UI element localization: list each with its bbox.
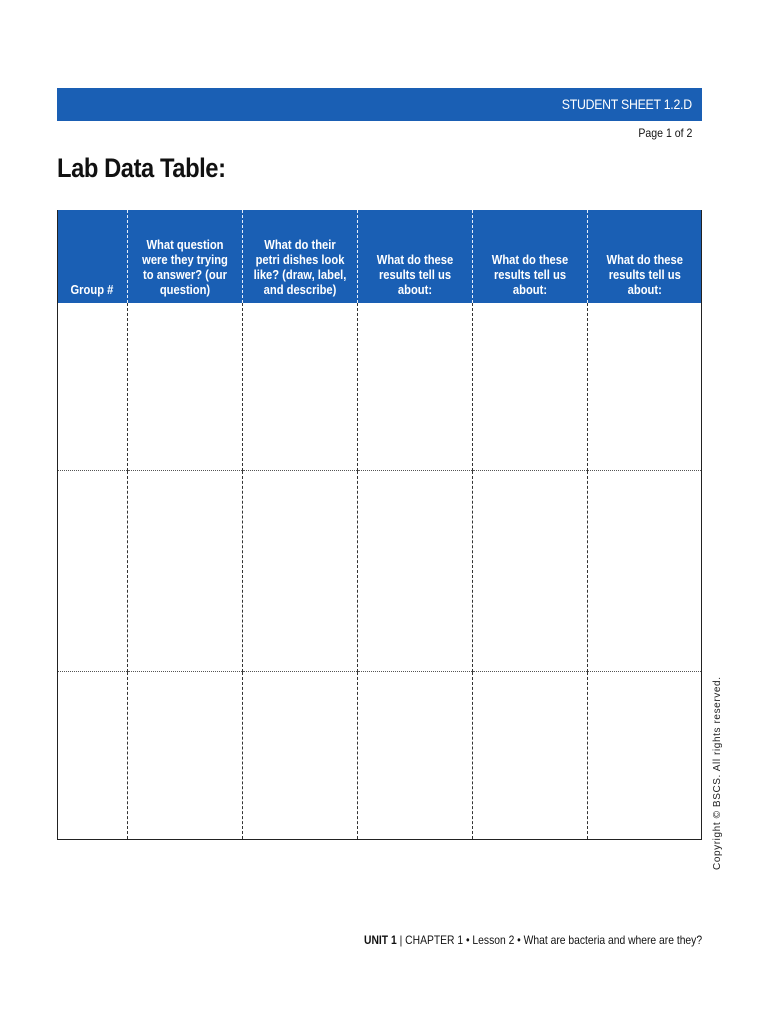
column-header-results-2: What do these results tell us about: [472,210,588,303]
table-cell[interactable] [58,303,128,471]
footer-chapter-lesson: CHAPTER 1 • Lesson 2 • What are bacteria… [405,933,702,947]
footer-unit: UNIT 1 [363,933,397,947]
table-row [58,470,701,672]
column-header-petri-dishes: What do their petri dishes look like? (d… [242,210,358,303]
header-banner: STUDENT SHEET 1.2.D [57,88,702,121]
table-cell[interactable] [58,671,128,839]
table-header-row: Group # What question were they trying t… [58,210,701,303]
table-cell[interactable] [242,470,358,672]
table-cell[interactable] [357,303,473,471]
table-cell[interactable] [587,672,701,840]
table-cell[interactable] [127,303,243,471]
table-cell[interactable] [127,671,243,839]
column-header-results-3: What do these results tell us about: [587,210,701,303]
table-cell[interactable] [242,671,358,839]
page-number: Page 1 of 2 [637,126,692,140]
table-cell[interactable] [242,303,358,471]
table-cell[interactable] [357,671,473,839]
copyright-notice: Copyright © BSCS. All rights reserved. [712,676,723,870]
table-cell[interactable] [357,470,473,672]
table-cell[interactable] [472,671,588,839]
lab-data-table: Group # What question were they trying t… [57,210,702,840]
footer-lesson-info: UNIT 1 | CHAPTER 1 • Lesson 2 • What are… [364,933,702,947]
footer-separator: | [399,933,403,947]
table-cell[interactable] [58,470,128,672]
table-cell[interactable] [587,470,701,672]
table-cell[interactable] [472,470,588,672]
table-row [58,671,701,840]
table-row [58,303,701,471]
column-header-group: Group # [58,210,128,303]
table-cell[interactable] [472,303,588,471]
table-cell[interactable] [127,470,243,672]
column-header-question: What question were they trying to answer… [127,210,243,303]
column-header-results-1: What do these results tell us about: [357,210,473,303]
table-cell[interactable] [587,303,701,471]
page-title: Lab Data Table: [57,153,226,183]
student-sheet-label: STUDENT SHEET 1.2.D [561,96,692,112]
